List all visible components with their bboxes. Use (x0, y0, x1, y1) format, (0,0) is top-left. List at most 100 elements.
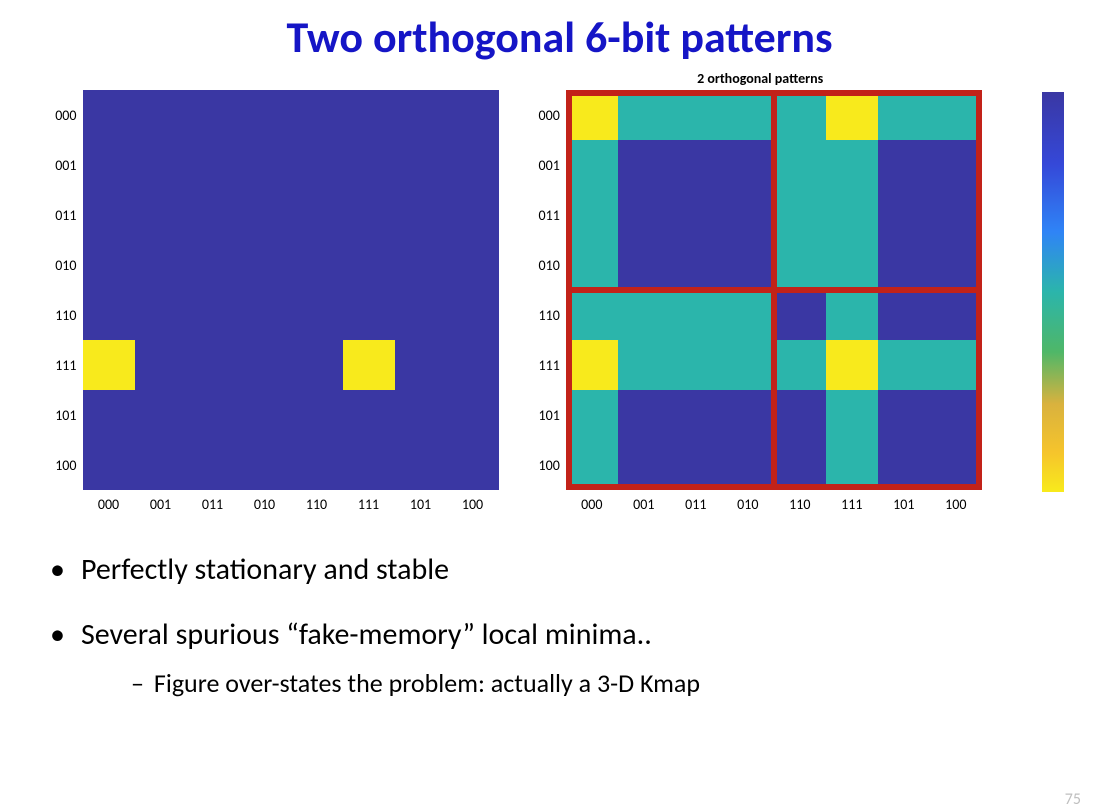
axis-tick-label: 101 (55, 407, 76, 424)
heatmap-cell (722, 440, 774, 490)
sub-bullet-text: Figure over-states the problem: actually… (154, 667, 700, 699)
axis-tick-label: 111 (55, 357, 76, 374)
heatmap-cell (722, 340, 774, 390)
heatmap-cell (618, 340, 670, 390)
heatmap-cell (239, 190, 291, 240)
heatmap-cell (618, 240, 670, 290)
axis-tick-label: 111 (841, 496, 862, 513)
right-heatmap (566, 90, 982, 490)
left-chart-area: 000001011010110111101100 000001011010110… (55, 90, 498, 513)
heatmap-cell (774, 140, 826, 190)
heatmap-cell (722, 290, 774, 340)
axis-tick-label: 110 (306, 496, 327, 513)
heatmap-cell (447, 290, 499, 340)
heatmap-cell (774, 440, 826, 490)
heatmap-cell (930, 390, 982, 440)
heatmap-cell (618, 90, 670, 140)
axis-tick-label: 001 (150, 496, 171, 513)
right-chart-subtitle: 2 orthogonal patterns (697, 70, 823, 90)
heatmap-cell (878, 190, 930, 240)
heatmap-cell (343, 290, 395, 340)
heatmap-cell (239, 340, 291, 390)
bullet-list: •Perfectly stationary and stable•Several… (50, 551, 1079, 699)
heatmap-cell (566, 290, 618, 340)
heatmap-cell (187, 90, 239, 140)
heatmap-cell (566, 440, 618, 490)
heatmap-cell (187, 140, 239, 190)
heatmap-cell (395, 140, 447, 190)
axis-tick-label: 110 (789, 496, 810, 513)
heatmap-cell (343, 90, 395, 140)
heatmap-cell (135, 290, 187, 340)
heatmap-cell (774, 190, 826, 240)
axis-tick-label: 000 (55, 107, 76, 124)
axis-tick-label: 100 (539, 457, 560, 474)
heatmap-cell (670, 390, 722, 440)
heatmap-cell (83, 390, 135, 440)
heatmap-cell (239, 390, 291, 440)
axis-tick-label: 100 (945, 496, 966, 513)
right-y-axis-labels: 000001011010110111101100 (539, 90, 566, 490)
left-y-axis-labels: 000001011010110111101100 (55, 90, 82, 490)
heatmap-cell (83, 240, 135, 290)
heatmap-cell (878, 340, 930, 390)
axis-tick-label: 100 (462, 496, 483, 513)
heatmap-cell (447, 190, 499, 240)
heatmap-cell (566, 240, 618, 290)
axis-tick-label: 011 (55, 207, 76, 224)
axis-tick-label: 101 (539, 407, 560, 424)
slide-number: 75 (1065, 790, 1081, 807)
heatmap-cell (395, 90, 447, 140)
heatmap-cell (395, 390, 447, 440)
heatmap-cell (239, 290, 291, 340)
heatmap-cell (826, 290, 878, 340)
heatmap-cell (135, 340, 187, 390)
heatmap-cell (239, 440, 291, 490)
heatmap-cell (670, 240, 722, 290)
heatmap-cell (826, 140, 878, 190)
heatmap-cell (83, 440, 135, 490)
axis-tick-label: 110 (539, 307, 560, 324)
heatmap-cell (826, 340, 878, 390)
bullet-marker-icon: • (50, 555, 65, 585)
heatmap-cell (447, 90, 499, 140)
axis-tick-label: 101 (410, 496, 431, 513)
heatmap-cell (291, 390, 343, 440)
heatmap-cell (135, 240, 187, 290)
axis-tick-label: 001 (539, 157, 560, 174)
heatmap-cell (566, 390, 618, 440)
heatmap-cell (930, 90, 982, 140)
right-x-axis-labels: 000001011010110111101100 (566, 496, 982, 513)
heatmap-cell (187, 240, 239, 290)
left-x-axis-labels: 000001011010110111101100 (83, 496, 499, 513)
slide-title: Two orthogonal 6-bit patterns (0, 10, 1119, 64)
heatmap-cell (566, 340, 618, 390)
heatmap-cell (722, 390, 774, 440)
heatmap-cell (83, 290, 135, 340)
heatmap-cell (930, 240, 982, 290)
axis-tick-label: 010 (254, 496, 275, 513)
colorbar (1022, 70, 1064, 513)
heatmap-cell (395, 190, 447, 240)
heatmap-cell (187, 340, 239, 390)
heatmap-cell (930, 440, 982, 490)
heatmap-cell (291, 90, 343, 140)
heatmap-cell (618, 190, 670, 240)
axis-tick-label: 011 (685, 496, 706, 513)
heatmap-cell (722, 190, 774, 240)
heatmap-cell (774, 90, 826, 140)
heatmap-cell (618, 140, 670, 190)
charts-row: 000001011010110111101100 000001011010110… (0, 70, 1119, 513)
heatmap-cell (291, 440, 343, 490)
heatmap-cell (343, 240, 395, 290)
right-chart-block: 2 orthogonal patterns 000001011010110111… (539, 70, 982, 513)
heatmap-cell (135, 390, 187, 440)
bullet-item: •Perfectly stationary and stable (50, 551, 1079, 588)
sub-bullet-marker-icon: – (131, 667, 144, 699)
heatmap-cell (291, 190, 343, 240)
heatmap-cell (930, 190, 982, 240)
axis-tick-label: 011 (202, 496, 223, 513)
heatmap-cell (135, 140, 187, 190)
left-chart-block: 000001011010110111101100 000001011010110… (55, 70, 498, 513)
axis-tick-label: 011 (539, 207, 560, 224)
